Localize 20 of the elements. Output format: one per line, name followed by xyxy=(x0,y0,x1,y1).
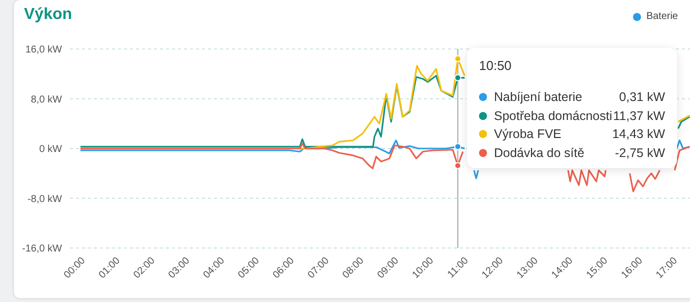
chart-title: Výkon xyxy=(24,6,72,24)
legend-label: Výroba FVE xyxy=(494,127,562,141)
y-tick-label: 8,0 kW xyxy=(30,94,63,106)
annotation: 0,31 kW xyxy=(619,90,665,104)
y-tick-label: 0 kW xyxy=(39,144,63,156)
point xyxy=(454,55,462,62)
text: Baterie xyxy=(646,11,678,22)
annotation: 14,43 kW xyxy=(612,127,665,141)
point xyxy=(454,74,462,82)
legend-label: Dodávka do sítě xyxy=(494,146,586,160)
annotation: 11,37 kW xyxy=(613,108,665,122)
annotation: -2,75 kW xyxy=(614,146,665,160)
y-tick-label: -16,0 kW xyxy=(22,244,63,255)
legend-label: Spotřeba domácnosti xyxy=(494,108,614,122)
annotation: 10:50 xyxy=(479,58,512,73)
y-tick-label: -8,0 kW xyxy=(28,194,63,205)
legend-label: Nabíjení baterie xyxy=(494,90,584,104)
point xyxy=(454,143,462,150)
point xyxy=(454,162,462,170)
y-tick-label: 16,0 kW xyxy=(25,44,63,56)
